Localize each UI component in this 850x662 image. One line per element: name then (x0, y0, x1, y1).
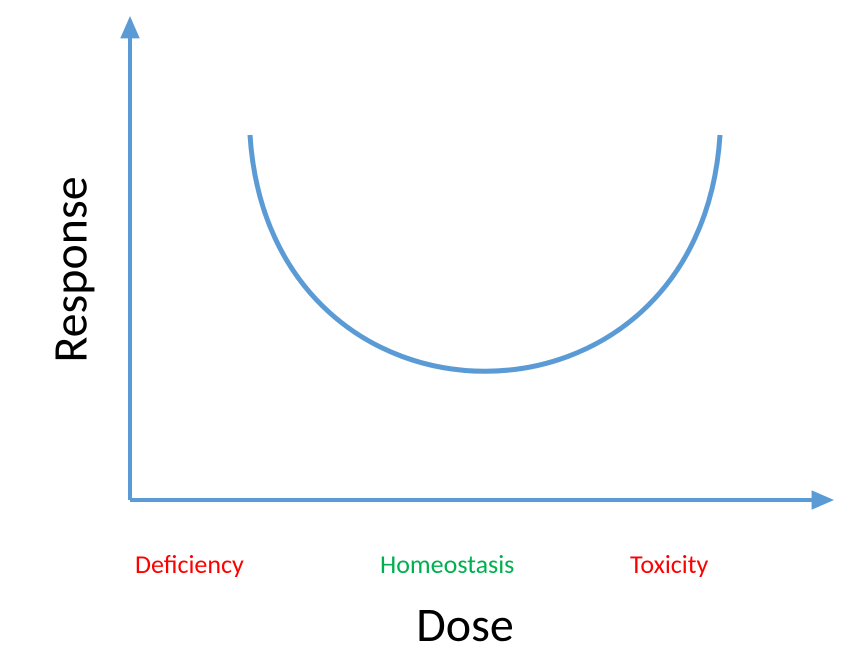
dose-response-chart: Response Dose Deficiency Homeostasis Tox… (0, 0, 850, 662)
zone-label-homeostasis: Homeostasis (380, 548, 514, 580)
y-axis-arrowhead (120, 16, 140, 38)
y-axis-label: Response (41, 140, 100, 400)
zone-label-deficiency: Deficiency (135, 548, 244, 580)
zone-label-toxicity: Toxicity (630, 548, 708, 580)
x-axis-label: Dose (365, 595, 565, 654)
x-axis-arrowhead (812, 490, 834, 510)
dose-response-curve (250, 135, 720, 371)
